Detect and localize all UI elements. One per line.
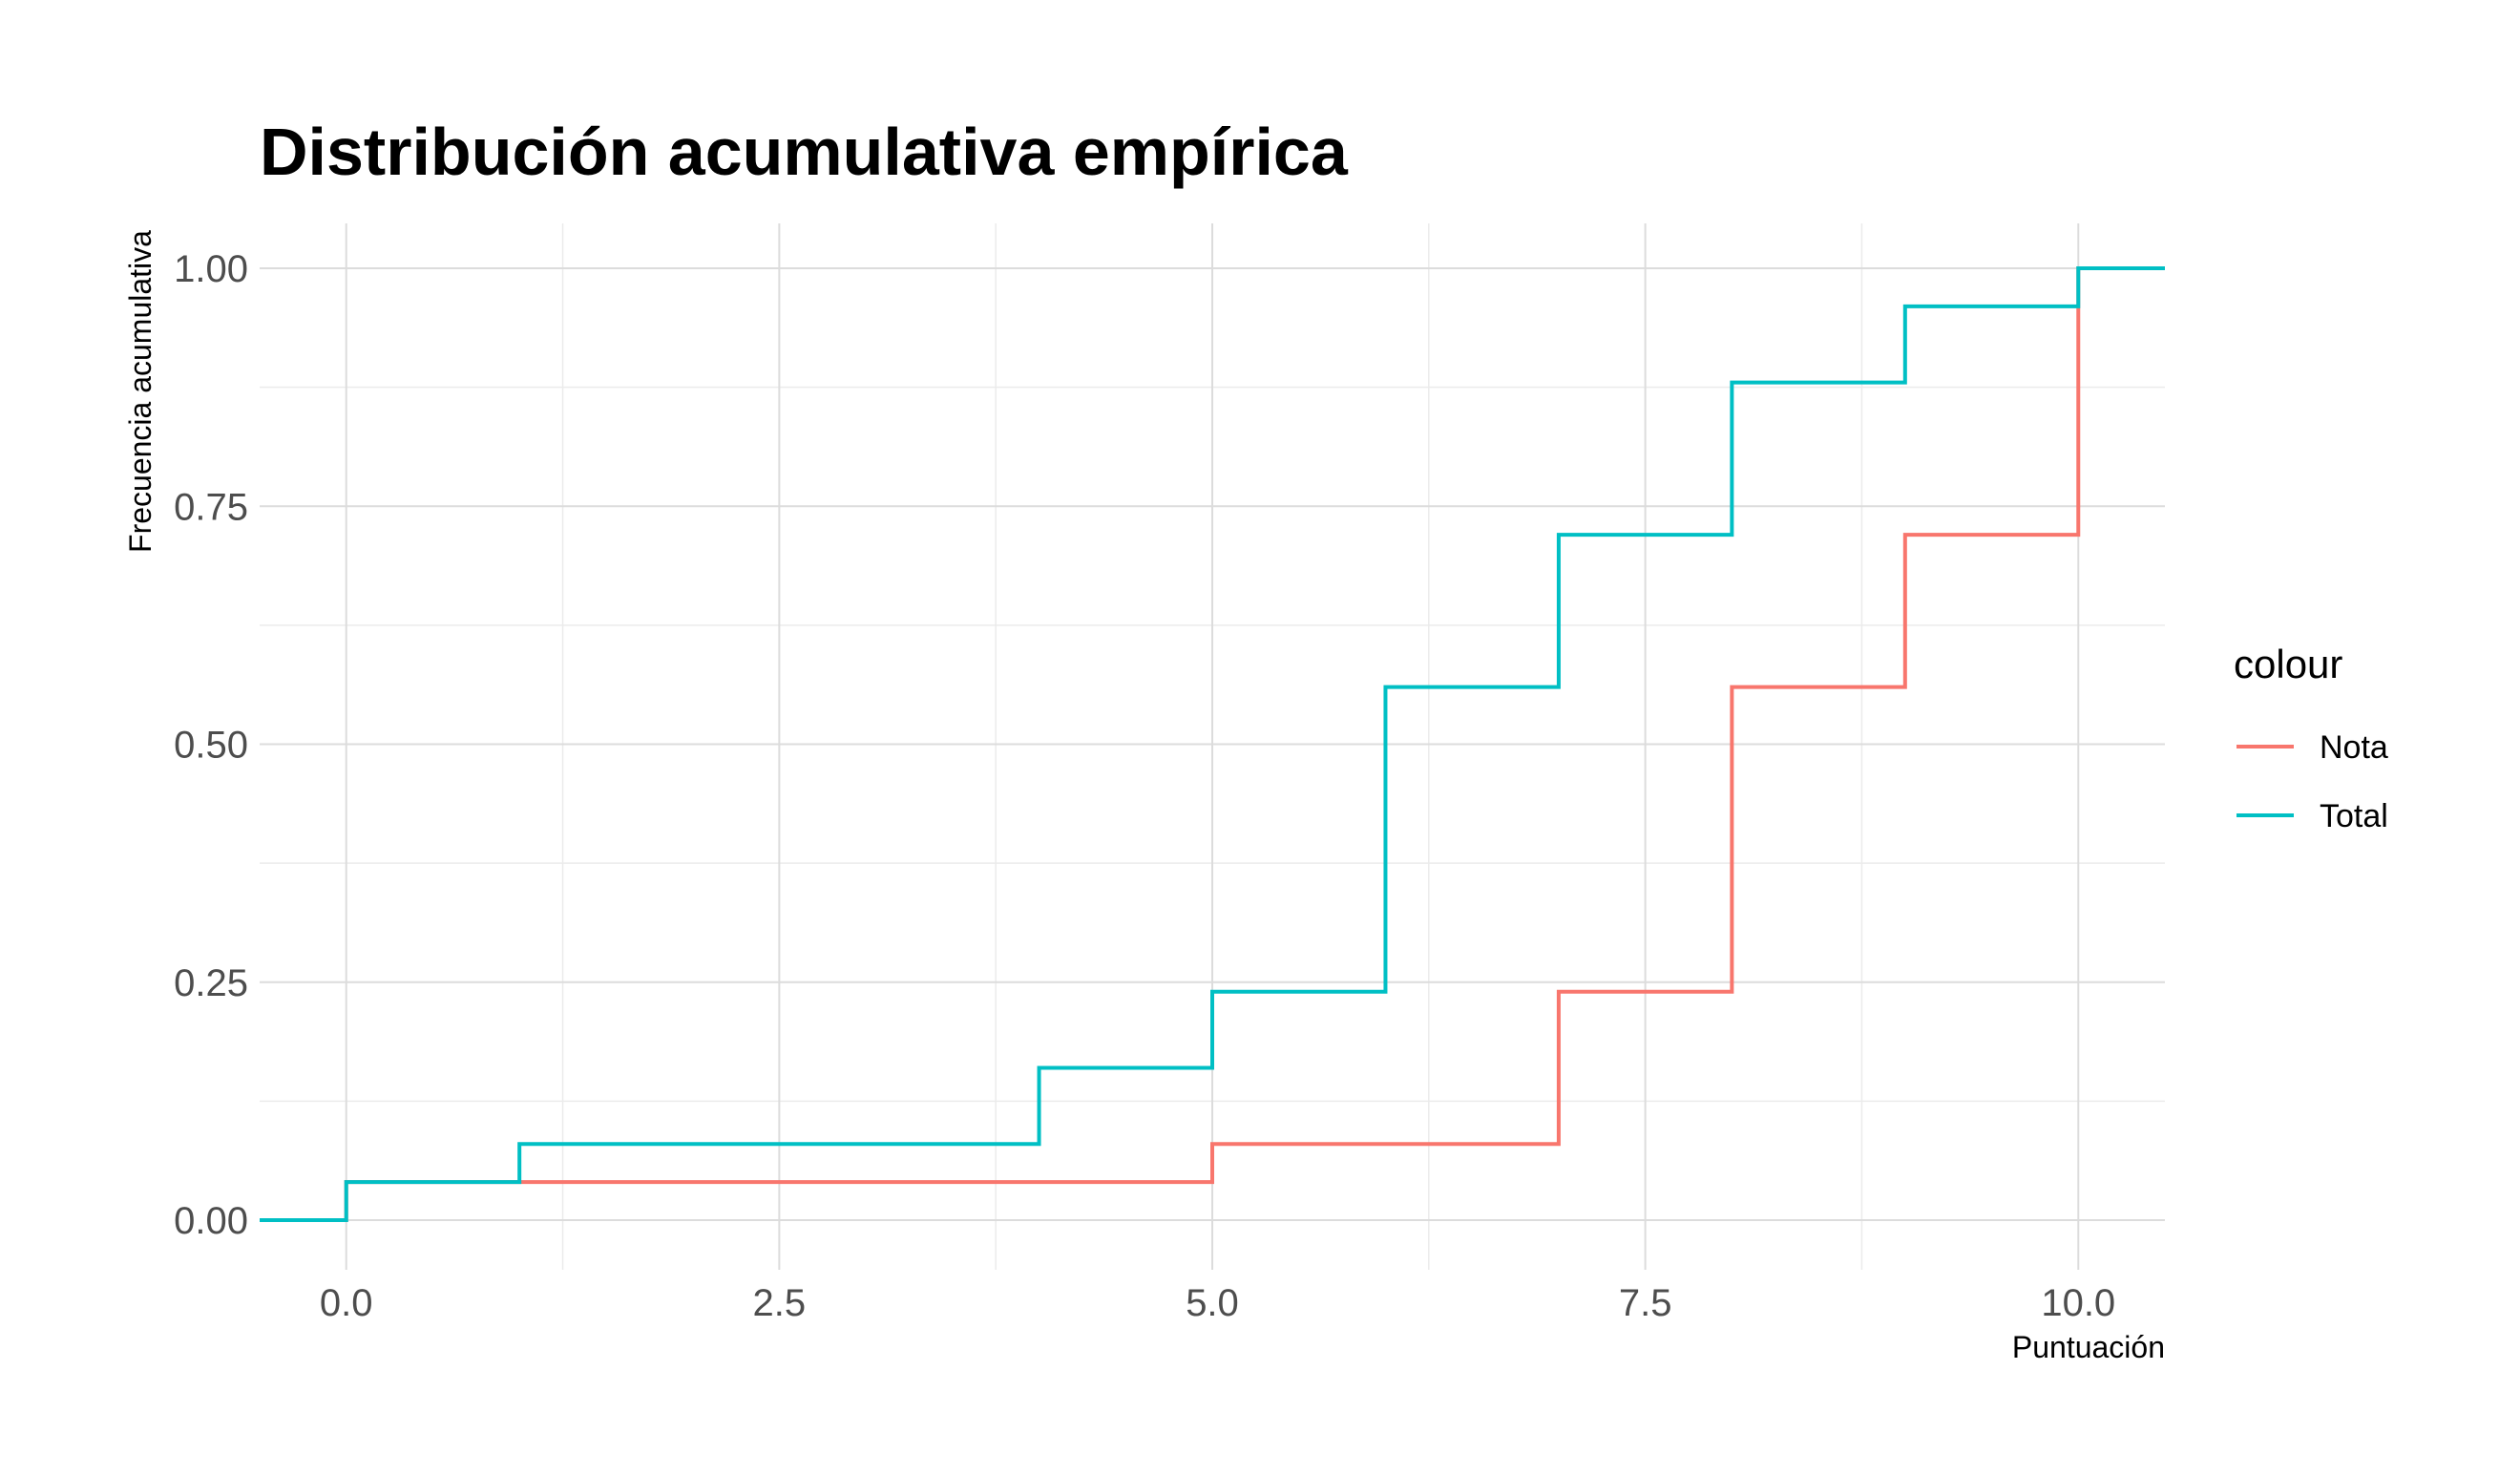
x-tick-label: 5.0 — [1186, 1282, 1239, 1324]
y-tick-label: 0.00 — [174, 1200, 248, 1242]
y-tick-label: 0.50 — [174, 725, 248, 767]
legend-title: colour — [2234, 642, 2342, 686]
x-tick-label: 2.5 — [753, 1282, 807, 1324]
x-tick-label: 10.0 — [2041, 1282, 2115, 1324]
legend-label-total: Total — [2320, 798, 2388, 834]
y-tick-label: 0.75 — [174, 486, 248, 528]
chart-title: Distribución acumulativa empírica — [260, 115, 1349, 189]
y-tick-label: 0.25 — [174, 962, 248, 1004]
y-axis-ticks: 0.00 0.25 0.50 0.75 1.00 — [174, 248, 248, 1242]
x-axis-title: Puntuación — [2012, 1330, 2165, 1364]
x-tick-label: 7.5 — [1619, 1282, 1672, 1324]
y-axis-title: Frecuencia acumulativa — [123, 230, 158, 553]
x-axis-ticks: 0.0 2.5 5.0 7.5 10.0 — [320, 1282, 2115, 1324]
series-lines — [260, 266, 2165, 1222]
series-line-total — [260, 266, 2165, 1222]
grid — [260, 223, 2165, 1270]
y-tick-label: 1.00 — [174, 248, 248, 290]
x-tick-label: 0.0 — [320, 1282, 373, 1324]
legend-label-nota: Nota — [2320, 729, 2388, 766]
legend: colour Nota Total — [2234, 642, 2388, 834]
